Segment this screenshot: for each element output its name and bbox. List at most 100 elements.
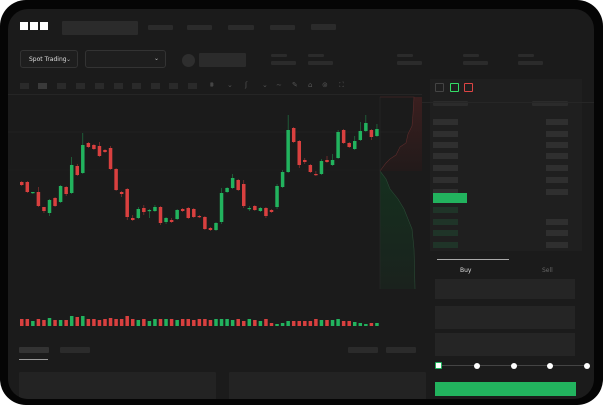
amount-input[interactable] [435, 306, 575, 329]
order-book-price[interactable] [433, 142, 458, 148]
volume-bar [225, 319, 229, 326]
buy-button[interactable] [435, 382, 576, 396]
volume-bar [158, 319, 163, 326]
volume-bar [153, 319, 157, 326]
timeframe-button[interactable] [169, 83, 178, 89]
candle-body [114, 169, 118, 190]
volume-bar [186, 319, 190, 326]
order-book-price[interactable] [433, 119, 458, 125]
okx-logo[interactable] [20, 22, 48, 30]
order-book-price[interactable] [433, 189, 458, 195]
timeframe-button[interactable] [95, 83, 104, 89]
volume-bar [258, 321, 263, 326]
candle-body [131, 218, 135, 220]
order-book-price[interactable] [433, 153, 458, 159]
price-input[interactable] [435, 279, 575, 299]
nav-item[interactable] [148, 25, 173, 30]
volume-bar [297, 321, 301, 326]
candle-body [353, 141, 357, 149]
chevron-down-icon[interactable]: ⌄ [262, 81, 268, 89]
volume-bar [192, 320, 196, 326]
chevron-down-icon[interactable]: ⌄ [227, 81, 233, 89]
nav-item[interactable] [228, 25, 254, 30]
timeframe-button[interactable] [20, 83, 29, 89]
slider-stop[interactable] [584, 363, 590, 369]
order-book-price[interactable] [433, 207, 458, 213]
camera-icon[interactable]: ⌂ [308, 81, 313, 89]
candle-body [164, 218, 168, 222]
nav-item[interactable] [187, 25, 212, 30]
volume-bar [280, 323, 285, 326]
timeframe-button[interactable] [132, 83, 141, 89]
market-selector[interactable]: Spot Trading ⌄ [20, 50, 78, 68]
settings-icon[interactable]: ⊚ [322, 81, 328, 89]
candle-body [20, 182, 24, 185]
timeframe-button-active[interactable] [38, 83, 47, 89]
timeframe-button[interactable] [188, 83, 197, 89]
candle-body [347, 143, 351, 147]
candlestick-chart[interactable] [8, 9, 594, 399]
candle-body [236, 180, 240, 190]
candle-body [153, 207, 157, 211]
candle-body [364, 123, 368, 131]
order-book-price[interactable] [433, 165, 458, 171]
divider [422, 102, 594, 103]
stat-label [308, 54, 324, 57]
nav-item[interactable] [270, 25, 295, 30]
order-book-bids-icon[interactable] [450, 83, 459, 92]
pencil-icon[interactable]: ✎ [292, 81, 298, 89]
volume-bar [314, 319, 318, 326]
indicator-icon[interactable]: ʃ [245, 81, 248, 89]
candle-body [358, 131, 363, 140]
order-book-both-icon[interactable] [435, 83, 444, 92]
order-book-price[interactable] [433, 131, 458, 137]
order-book-asks-icon[interactable] [464, 83, 473, 92]
timeframe-button[interactable] [114, 83, 123, 89]
pair-selector[interactable]: ⌄ [85, 50, 166, 68]
volume-bar [86, 319, 91, 326]
timeframe-button[interactable] [151, 83, 160, 89]
order-book-amount [546, 142, 568, 148]
slider-stop[interactable] [474, 363, 480, 369]
slider-stop[interactable] [511, 363, 517, 369]
tab-open-orders[interactable] [19, 347, 49, 353]
order-book-amount [546, 219, 568, 225]
order-book-price[interactable] [433, 219, 458, 225]
tab-sell[interactable]: Sell [542, 267, 553, 274]
candle-body [81, 145, 85, 173]
volume-bar [236, 319, 240, 326]
slider-stop[interactable] [547, 363, 553, 369]
order-book-price[interactable] [433, 242, 458, 248]
search-bar[interactable] [62, 21, 138, 35]
volume-bar [214, 319, 218, 326]
candle-body [369, 130, 374, 137]
timeframe-button[interactable] [76, 83, 85, 89]
volume-bar [369, 323, 374, 326]
candle-body [31, 192, 35, 194]
candle-body [108, 148, 113, 169]
candle-body [303, 160, 307, 162]
volume-bar [114, 319, 118, 326]
order-book-price[interactable] [433, 230, 458, 236]
fullscreen-icon[interactable]: ⛶ [339, 81, 344, 89]
slider-handle[interactable] [435, 362, 442, 369]
order-book-amount [546, 165, 568, 171]
filter-button[interactable] [386, 347, 416, 353]
volume-bar [269, 323, 274, 326]
stat-value [271, 61, 296, 65]
tab-order-history[interactable] [60, 347, 90, 353]
volume-bar [58, 320, 63, 326]
chart-type-icon[interactable]: ⩩ [210, 81, 214, 89]
nav-item[interactable] [311, 24, 336, 30]
line-tool-icon[interactable]: ∼ [276, 81, 282, 89]
filter-button[interactable] [348, 347, 378, 353]
candle-body [42, 207, 46, 211]
volume-bar [31, 321, 35, 326]
volume-bar [69, 316, 74, 326]
timeframe-button[interactable] [57, 83, 66, 89]
candle-body [230, 178, 235, 188]
tab-buy[interactable]: Buy [460, 267, 472, 274]
candle-body [53, 198, 57, 206]
total-input[interactable] [435, 333, 575, 356]
order-book-price[interactable] [433, 177, 458, 183]
